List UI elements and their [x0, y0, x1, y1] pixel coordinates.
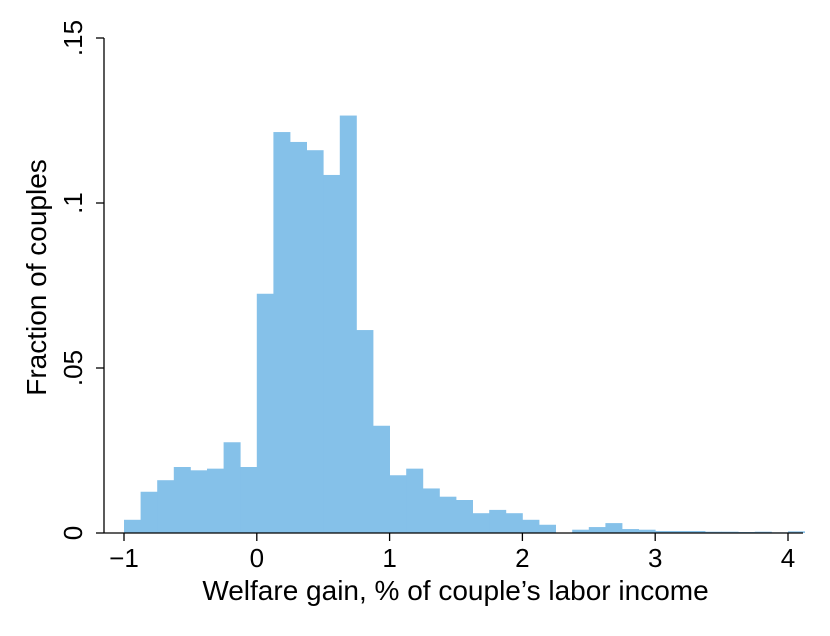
x-tick-label: 0 [250, 543, 264, 573]
histogram-bar [671, 531, 689, 533]
y-axis-ticks: 0 .05 .1 .15 [58, 20, 104, 540]
x-axis-ticks: −1 0 1 2 3 4 [109, 533, 795, 573]
histogram-bar [605, 523, 623, 533]
histogram-bar [406, 468, 424, 533]
histogram-bar [323, 174, 341, 533]
x-axis-title: Welfare gain, % of couple’s labor income [202, 575, 708, 606]
histogram-bar [622, 529, 639, 533]
histogram-bar [190, 470, 208, 533]
histogram-bar [290, 141, 307, 533]
histogram-bar [306, 150, 324, 533]
histogram-bar [721, 531, 739, 533]
histogram-bar [588, 527, 606, 533]
histogram-bar [240, 467, 258, 533]
histogram-bar [456, 500, 473, 533]
y-axis-title: Fraction of couples [21, 159, 52, 396]
x-tick-label: 1 [382, 543, 396, 573]
histogram-bar [273, 132, 291, 534]
y-tick-label: .15 [58, 20, 88, 56]
histogram-bar [489, 509, 507, 533]
histogram-bar [539, 524, 556, 533]
histogram-bar [339, 115, 357, 534]
histogram-bar [788, 531, 805, 533]
histogram-bar [356, 330, 374, 533]
histogram-bar [223, 442, 241, 533]
histogram-bar [157, 480, 175, 533]
histogram-bar [705, 531, 722, 533]
histogram-bar [140, 491, 158, 533]
histogram-bar [422, 488, 440, 533]
histogram-bar [655, 531, 673, 533]
y-tick-label: 0 [58, 526, 88, 540]
histogram-bar [572, 529, 590, 533]
x-tick-label: 2 [515, 543, 529, 573]
histogram-bar [389, 475, 407, 533]
histogram-bar [754, 531, 772, 533]
histogram-bar [472, 513, 490, 533]
x-tick-label: 4 [781, 543, 795, 573]
histogram-bar [373, 425, 390, 533]
histogram-bar [439, 496, 457, 533]
histogram-bar [638, 529, 656, 533]
x-tick-label: 3 [648, 543, 662, 573]
histogram-bar [207, 468, 224, 533]
histogram-bar [124, 519, 141, 533]
histogram-bars [124, 115, 805, 534]
histogram-bar [505, 513, 523, 533]
histogram-bar [173, 467, 191, 533]
histogram-bar [522, 519, 540, 533]
x-tick-label: −1 [109, 543, 139, 573]
histogram-bar [256, 293, 274, 533]
y-tick-label: .1 [58, 192, 88, 214]
histogram-bar [688, 531, 706, 533]
y-tick-label: .05 [58, 350, 88, 386]
